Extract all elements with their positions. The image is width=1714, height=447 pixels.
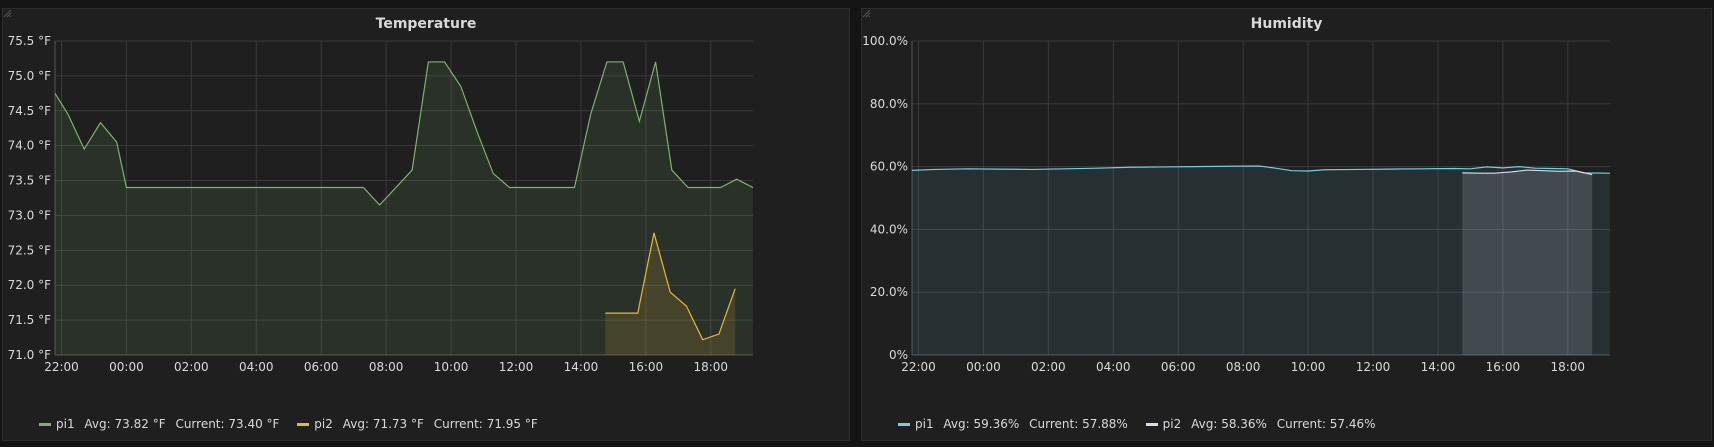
x-tick-label: 22:00 [901,360,936,374]
legend-current-value: 73.40 °F [228,417,280,431]
x-tick-label: 22:00 [44,360,79,374]
series-area-pi1 [912,165,1610,355]
y-tick-label: 20.0% [870,285,908,299]
temperature-panel: Temperature 71.0 °F 71.5 °F 72.0 °F 72.5 °F… [2,8,850,441]
x-tick-label: 10:00 [434,360,469,374]
legend-current-value: 57.88% [1082,417,1128,431]
y-tick-label: 100.0% [862,34,908,48]
x-tick-label: 00:00 [966,360,1001,374]
x-tick-label: 06:00 [1161,360,1196,374]
legend-swatch-pi1 [39,423,51,426]
legend-current-label: Current: [175,417,225,431]
y-tick-label: 0% [889,348,908,362]
legend-avg-value: 73.82 °F [114,417,166,431]
x-tick-label: 08:00 [1226,360,1261,374]
legend-item-pi1[interactable]: pi1 Avg: 73.82 °F Current: 73.40 °F [39,417,279,431]
x-tick-label: 08:00 [369,360,404,374]
legend-avg-label: Avg: [84,417,111,431]
y-tick-label: 73.0 °F [8,208,52,222]
panel-title-temperature[interactable]: Temperature [375,16,477,32]
x-tick-label: 14:00 [1421,360,1456,374]
y-tick-label: 71.5 °F [8,313,52,327]
legend-item-pi2[interactable]: pi2 Avg: 58.36% Current: 57.46% [1145,417,1376,431]
x-tick-label: 04:00 [239,360,274,374]
legend-avg-value: 58.36% [1221,417,1267,431]
legend-current-value: 57.46% [1329,417,1376,431]
legend-avg-value: 71.73 °F [372,417,424,431]
humidity-legend: pi1 Avg: 59.36% Current: 57.88% pi2 Avg:… [898,417,1390,431]
legend-series-name: pi2 [314,417,333,431]
x-tick-label: 16:00 [629,360,664,374]
x-tick-label: 14:00 [564,360,599,374]
legend-avg-value: 59.36% [973,417,1020,431]
humidity-chart[interactable]: 0% 20.0% 40.0% 60.0% 80.0% 100.0% 22:00 00:00 02… [862,9,1713,442]
y-tick-label: 74.0 °F [8,139,52,153]
legend-swatch-pi1 [898,423,910,426]
x-tick-label: 12:00 [1356,360,1391,374]
legend-current-label: Current: [1029,417,1079,431]
panel-title-humidity[interactable]: Humidity [1250,16,1323,32]
x-tick-label: 18:00 [693,360,728,374]
legend-swatch-pi2 [1145,423,1158,426]
y-tick-label: 71.0 °F [8,348,52,362]
y-tick-label: 40.0% [870,222,908,236]
humidity-panel: Humidity 0% 20.0% 40.0% 60.0% 80.0% 100.0% 22:… [861,8,1712,441]
series-line-pi1 [911,165,1611,174]
series-area-pi1 [55,61,753,355]
y-tick-label: 60.0% [870,160,908,174]
y-tick-label: 74.5 °F [8,104,52,118]
y-tick-label: 73.5 °F [8,174,52,188]
x-tick-label: 04:00 [1096,360,1131,374]
y-tick-label: 80.0% [870,97,908,111]
x-tick-label: 12:00 [499,360,534,374]
series-area-pi2 [1462,170,1593,355]
x-tick-label: 18:00 [1550,360,1585,374]
legend-current-value: 71.95 °F [486,417,538,431]
legend-current-label: Current: [433,417,483,431]
resize-handle-icon[interactable] [862,9,871,18]
series-line-pi1 [54,61,754,206]
legend-series-name: pi1 [56,417,75,431]
legend-avg-label: Avg: [1191,417,1218,431]
x-tick-label: 06:00 [304,360,339,374]
y-tick-label: 75.5 °F [8,34,52,48]
legend-series-name: pi1 [915,417,934,431]
legend-current-label: Current: [1276,417,1326,431]
y-tick-label: 72.5 °F [8,243,52,257]
resize-handle-icon[interactable] [3,9,12,18]
temperature-chart[interactable]: 71.0 °F 71.5 °F 72.0 °F 72.5 °F 73.0 °F 73.5 … [3,9,851,442]
series-line-pi2 [1462,169,1593,176]
legend-item-pi2[interactable]: pi2 Avg: 71.73 °F Current: 71.95 °F [297,417,538,431]
series-line-pi2 [605,232,736,341]
series-area-pi2 [605,232,736,355]
legend-item-pi1[interactable]: pi1 Avg: 59.36% Current: 57.88% [898,417,1128,431]
temperature-legend: pi1 Avg: 73.82 °F Current: 73.40 °F pi2 … [39,417,552,431]
legend-avg-label: Avg: [342,417,369,431]
legend-series-name: pi2 [1162,417,1182,431]
legend-swatch-pi2 [297,423,310,426]
legend-avg-label: Avg: [943,417,970,431]
y-tick-label: 72.0 °F [8,278,52,292]
x-tick-label: 00:00 [109,360,144,374]
x-tick-label: 16:00 [1486,360,1521,374]
y-tick-label: 75.0 °F [8,69,52,83]
x-tick-label: 02:00 [1031,360,1066,374]
x-tick-label: 02:00 [174,360,209,374]
x-tick-label: 10:00 [1291,360,1326,374]
